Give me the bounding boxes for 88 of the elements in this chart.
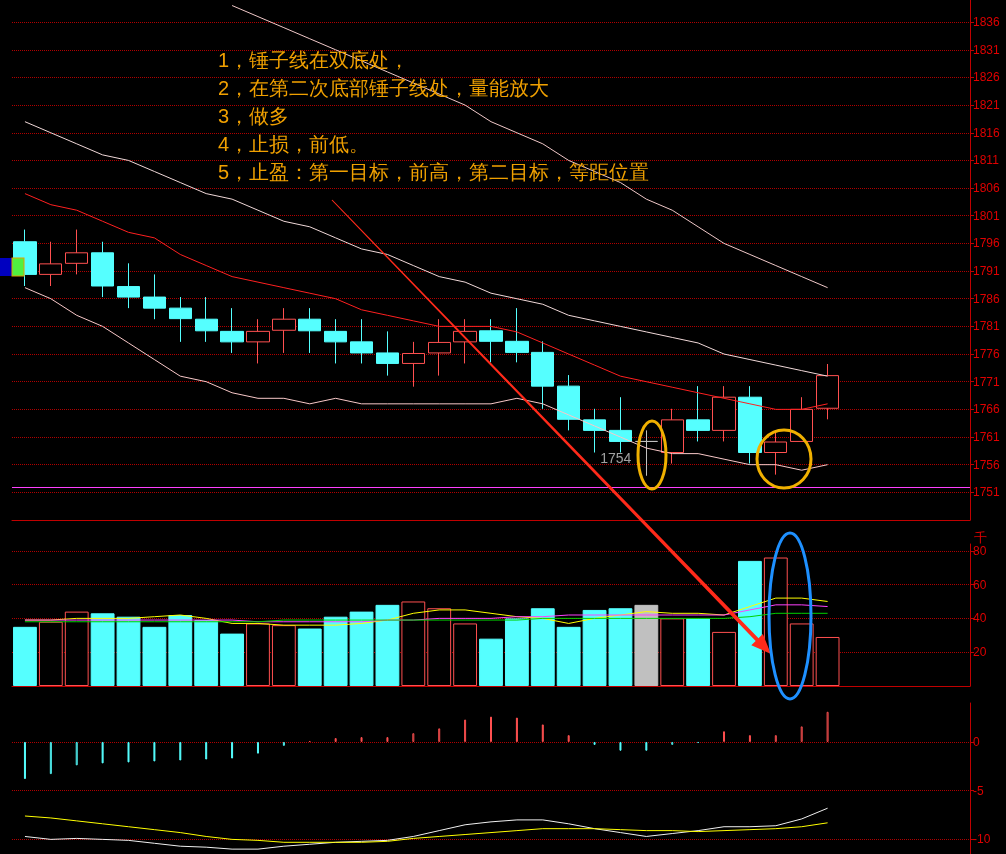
candlestick [246, 318, 270, 364]
y-tick-label: 1761 [973, 430, 1001, 445]
bar [686, 618, 711, 686]
bar [297, 628, 322, 686]
bar [38, 621, 63, 686]
candlestick [272, 307, 296, 354]
line-series [24, 807, 829, 850]
text: 1754 [600, 449, 632, 466]
bar [168, 615, 193, 686]
bar [530, 608, 555, 686]
y-tick-label: 1771 [973, 374, 1001, 389]
bar [246, 623, 270, 686]
y-tick-label: 1776 [973, 347, 1001, 362]
y-tick-label: 0 [973, 734, 980, 749]
candlestick [65, 229, 88, 275]
candlestick [169, 296, 192, 343]
candlestick [635, 429, 658, 477]
bar [479, 638, 503, 686]
y-tick-label: 40 [973, 611, 987, 626]
candlestick [298, 307, 321, 354]
candlestick [609, 396, 632, 454]
y-tick-label: 1801 [973, 208, 1001, 223]
y-tick-label: 1826 [973, 70, 1001, 85]
candlestick [816, 363, 839, 420]
y-tick-label: 1821 [973, 98, 1001, 113]
line-series [24, 604, 829, 623]
y-tick-label: -10 [973, 832, 991, 847]
bar [13, 626, 37, 686]
candlestick [479, 318, 503, 363]
candlestick [350, 318, 373, 364]
y-tick-label: 1836 [973, 15, 1001, 30]
candlestick [91, 241, 114, 298]
candlestick [376, 330, 399, 377]
bar [556, 626, 581, 686]
candlestick [195, 296, 218, 343]
y-tick-label: 1751 [973, 485, 1001, 500]
bar [504, 618, 529, 686]
y-tick-label: 1831 [973, 42, 1001, 57]
candlestick [661, 408, 684, 465]
y-tick-label: 1766 [973, 402, 1001, 417]
line-series [24, 815, 829, 843]
y-tick-label: -5 [973, 783, 984, 798]
y-tick-label: 1791 [973, 264, 1001, 279]
candlestick [557, 374, 580, 431]
y-tick-label: 1756 [973, 457, 1001, 472]
candlestick [428, 318, 451, 377]
bar [660, 618, 685, 686]
candlestick [324, 318, 347, 364]
y-tick-label: 60 [973, 577, 987, 592]
bar [738, 560, 762, 686]
y-tick-label: 20 [973, 645, 987, 660]
candlestick [712, 385, 736, 442]
line-series [24, 287, 829, 471]
y-tick-label: 1816 [973, 125, 1001, 140]
bar [815, 636, 840, 686]
candlestick [505, 307, 529, 363]
candlestick [686, 385, 710, 442]
y-tick-label: 1786 [973, 291, 1001, 306]
line-series [24, 193, 829, 410]
candlestick [143, 273, 166, 320]
candlestick [453, 318, 477, 364]
candlestick [790, 396, 813, 442]
bar [271, 625, 296, 686]
candlestick [220, 307, 244, 354]
candlestick [402, 341, 425, 388]
y-tick-label: 1781 [973, 319, 1001, 334]
annotation: 3，做多 [218, 105, 290, 127]
bar [401, 601, 426, 686]
y-axis-title: 千 [974, 530, 987, 545]
y-tick-label: 1811 [973, 153, 1000, 168]
bar [220, 633, 244, 686]
candlestick [738, 385, 762, 465]
annotation: 2，在第二次底部锤子线处，量能放大 [218, 77, 550, 99]
candlestick [39, 241, 62, 287]
line-series [24, 612, 829, 623]
bar [427, 608, 452, 686]
bar [453, 623, 478, 686]
bar [64, 611, 89, 686]
y-tick-label: 80 [973, 543, 987, 558]
bar [634, 604, 659, 686]
bar [194, 620, 219, 686]
candlestick [531, 340, 554, 410]
line-series [231, 5, 829, 289]
y-tick-label: 1796 [973, 236, 1001, 251]
bar [712, 631, 736, 686]
annotation: 4，止损，前低。 [218, 133, 370, 155]
y-tick-label: 1806 [973, 181, 1001, 196]
candlestick [117, 262, 140, 309]
